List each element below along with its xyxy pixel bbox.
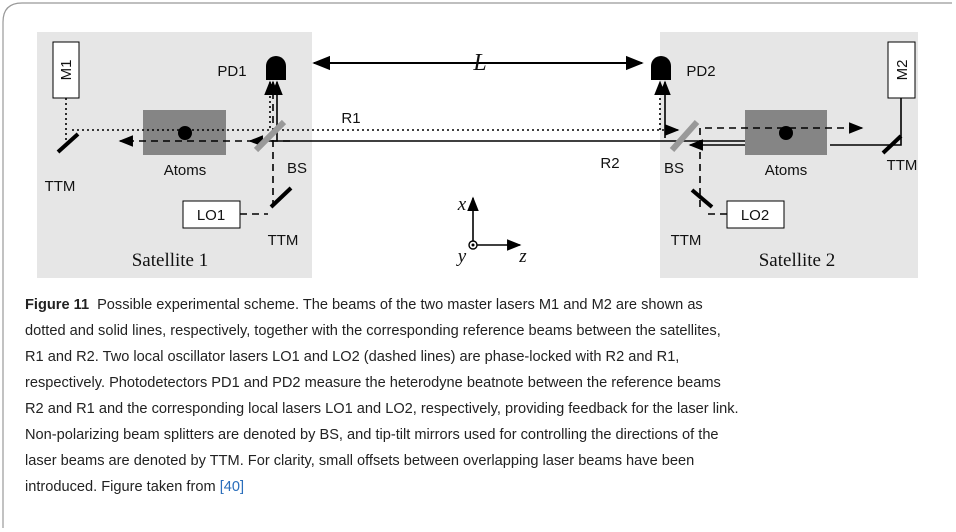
caption-text: Possible experimental scheme. The beams … — [97, 297, 703, 313]
m1-box — [52, 41, 80, 99]
pd2 — [651, 56, 671, 80]
axis-label: z — [518, 246, 527, 267]
caption-text: introduced. Figure taken from — [25, 479, 220, 495]
label: TTM — [268, 232, 299, 249]
caption: Figure 11 Possible experimental scheme. T… — [25, 292, 935, 500]
label: L — [472, 50, 486, 76]
caption-text: Non-polarizing beam splitters are denote… — [25, 427, 719, 443]
caption-text: R1 and R2. Two local oscillator lasers L… — [25, 349, 680, 365]
label: PD2 — [686, 63, 715, 80]
caption-text: laser beams are denoted by TTM. For clar… — [25, 453, 695, 469]
caption-line: introduced. Figure taken from [40] — [25, 474, 935, 500]
reference-link[interactable]: [40] — [219, 479, 245, 495]
label: Atoms — [164, 162, 207, 179]
label: TTM — [671, 232, 702, 249]
axis-label: y — [456, 246, 467, 267]
caption-text: R2 and R1 and the corresponding local la… — [25, 401, 739, 417]
lo2-box — [726, 200, 785, 229]
m2-box — [887, 41, 916, 99]
caption-label: Figure 11 — [25, 297, 90, 313]
caption-line: laser beams are denoted by TTM. For clar… — [25, 448, 935, 474]
beam-splitters — [253, 119, 700, 153]
label: Satellite 2 — [759, 250, 836, 271]
label: LO2 — [741, 207, 769, 224]
label: BS — [287, 160, 307, 177]
label: PD1 — [217, 63, 246, 80]
atom-dot — [779, 126, 793, 140]
caption-line: respectively. Photodetectors PD1 and PD2… — [25, 370, 935, 396]
caption-line: Figure 11 Possible experimental scheme. T… — [25, 292, 935, 318]
caption-line: Non-polarizing beam splitters are denote… — [25, 422, 935, 448]
pd1 — [266, 56, 286, 80]
label: TTM — [887, 157, 918, 174]
label: Satellite 1 — [132, 250, 209, 271]
axis-origin-dot — [471, 243, 475, 247]
atom-dot — [178, 126, 192, 140]
label: M1 — [58, 60, 75, 81]
caption-text: dotted and solid lines, respectively, to… — [25, 323, 721, 339]
caption-text: respectively. Photodetectors PD1 and PD2… — [25, 375, 721, 391]
label: BS — [664, 160, 684, 177]
axis-label: x — [457, 194, 467, 215]
label: LO1 — [197, 207, 225, 224]
caption-line: R2 and R1 and the corresponding local la… — [25, 396, 935, 422]
caption-line: R1 and R2. Two local oscillator lasers L… — [25, 344, 935, 370]
mirrors — [56, 132, 903, 209]
label: TTM — [45, 178, 76, 195]
label: R2 — [600, 155, 619, 172]
label: M2 — [894, 60, 911, 81]
label: Atoms — [765, 162, 808, 179]
lo1-box — [182, 200, 241, 229]
label: R1 — [341, 110, 360, 127]
caption-line: dotted and solid lines, respectively, to… — [25, 318, 935, 344]
